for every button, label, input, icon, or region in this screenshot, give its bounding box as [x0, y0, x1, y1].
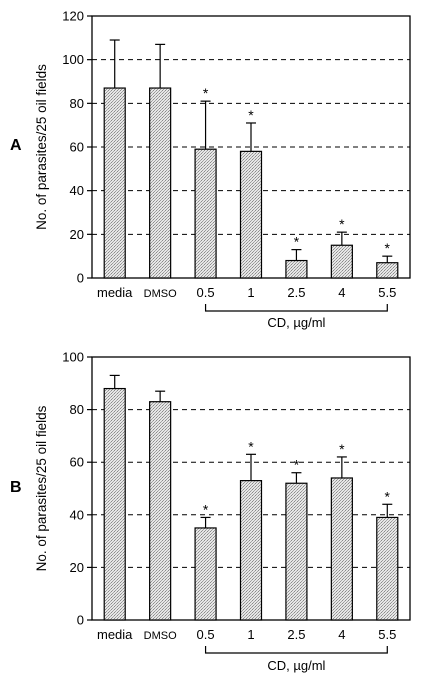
y-tick-label: 0 — [77, 613, 84, 628]
x-tick-label: 4 — [338, 285, 345, 300]
x-tick-label: DMSO — [144, 630, 177, 642]
chart-panel-B: B 0 20 40 60 80 100 No. of parasites/25 oil fie… — [10, 350, 411, 673]
y-tick-label: 120 — [62, 9, 84, 24]
significance-star: * — [203, 501, 209, 517]
y-tick-label: 80 — [70, 96, 84, 111]
significance-star: * — [385, 240, 391, 256]
bar — [239, 150, 263, 279]
bar — [239, 480, 263, 621]
panel-label: A — [10, 137, 22, 154]
y-tick-label: 0 — [77, 271, 84, 286]
bar — [285, 259, 308, 279]
bar — [149, 401, 172, 621]
significance-star: * — [339, 216, 345, 232]
y-tick-label: 40 — [70, 507, 84, 522]
significance-star: * — [294, 457, 300, 473]
x-axis-label: CD, µg/ml — [267, 658, 325, 673]
x-tick-label: 0.5 — [197, 627, 215, 642]
cd-bracket — [204, 304, 388, 312]
y-tick-label: 80 — [70, 402, 84, 417]
y-tick-label: 20 — [70, 227, 84, 242]
bar — [376, 516, 399, 621]
y-tick-label: 100 — [62, 52, 84, 67]
significance-star: * — [203, 85, 209, 101]
bar — [194, 527, 217, 621]
bar — [330, 244, 353, 279]
x-tick-label: 5.5 — [378, 285, 396, 300]
y-tick-label: 60 — [70, 140, 84, 155]
y-tick-label: 60 — [70, 455, 84, 470]
x-tick-label: 4 — [338, 627, 345, 642]
x-tick-label: media — [97, 285, 133, 300]
x-tick-label: DMSO — [144, 288, 177, 300]
significance-star: * — [294, 234, 300, 250]
significance-star: * — [385, 488, 391, 504]
significance-star: * — [248, 107, 254, 123]
bar — [103, 387, 126, 621]
x-tick-label: 2.5 — [287, 627, 305, 642]
x-tick-label: 5.5 — [378, 627, 396, 642]
significance-star: * — [339, 441, 345, 457]
x-tick-label: 1 — [247, 285, 254, 300]
significance-star: * — [248, 438, 254, 454]
x-tick-label: 2.5 — [287, 285, 305, 300]
x-tick-label: 1 — [247, 627, 254, 642]
x-tick-label: media — [97, 627, 133, 642]
bar — [103, 87, 126, 279]
bar — [149, 87, 172, 279]
panel-label: B — [10, 479, 22, 496]
x-tick-label: 0.5 — [197, 285, 215, 300]
y-axis-label: No. of parasites/25 oil fields — [34, 64, 49, 230]
bar — [285, 482, 308, 621]
x-axis-label: CD, µg/ml — [267, 315, 325, 330]
bar — [330, 477, 353, 621]
chart-panel-A: A 0 20 40 60 80 100 120 No. of parasites/25 oil … — [10, 9, 411, 330]
y-axis-label: No. of parasites/25 oil fields — [34, 405, 49, 571]
y-tick-label: 100 — [62, 350, 84, 365]
bar — [376, 262, 399, 279]
y-tick-label: 40 — [70, 183, 84, 198]
y-tick-label: 20 — [70, 560, 84, 575]
cd-bracket — [204, 646, 388, 654]
bar — [194, 148, 217, 279]
